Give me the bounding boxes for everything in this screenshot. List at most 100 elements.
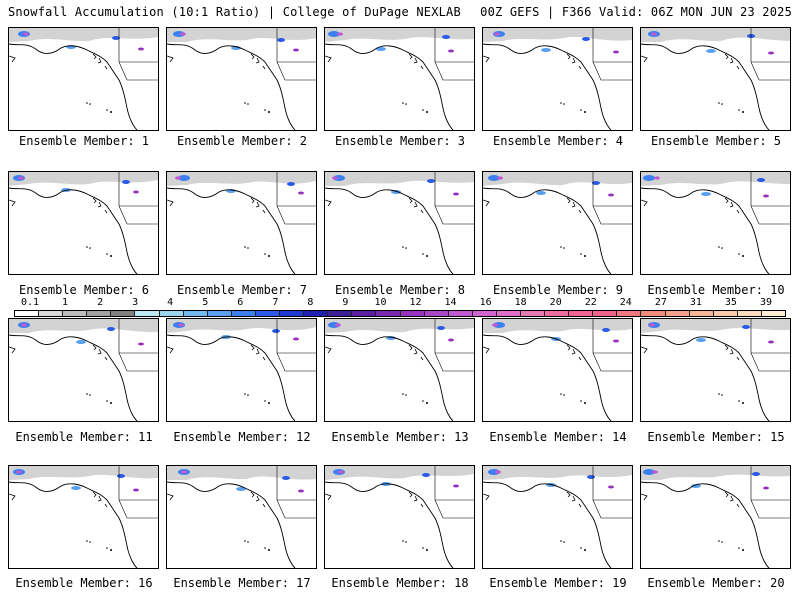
map-svg [641, 319, 790, 421]
island-dot [247, 541, 249, 543]
island-dot [422, 253, 424, 255]
legend-label: 8 [307, 297, 314, 308]
coastline [9, 199, 16, 207]
island-dot [110, 402, 112, 404]
island-dot [422, 109, 424, 111]
snow-shading [167, 172, 316, 186]
ensemble-member-label: Ensemble Member: 1 [18, 134, 150, 148]
snow-heavy-area [652, 470, 658, 474]
snow-shading [641, 319, 790, 333]
border-line [118, 352, 158, 372]
islands [250, 53, 266, 70]
border-line [434, 61, 474, 81]
ensemble-member-label: Ensemble Member: 3 [334, 134, 466, 148]
ensemble-map-panel [324, 27, 475, 131]
island-dot [110, 549, 112, 551]
ensemble-member-label: Ensemble Member: 7 [176, 283, 308, 297]
snow-heavy-area [337, 32, 343, 36]
island-dot [426, 111, 428, 113]
coastline [483, 43, 612, 130]
islands [566, 491, 582, 508]
snow-heavy-area [338, 470, 344, 474]
legend-swatch [424, 311, 449, 316]
legend-swatch [231, 311, 256, 316]
snow-heavy-area [298, 191, 304, 195]
legend-swatch [617, 311, 642, 316]
map-svg [9, 319, 158, 421]
legend-swatch [255, 311, 281, 316]
snow-heavy-area [602, 328, 610, 332]
ensemble-map-panel [8, 171, 159, 275]
border-line [434, 352, 474, 372]
island-dot [426, 255, 428, 257]
snow-heavy-area [391, 190, 401, 194]
legend-swatch [304, 311, 329, 316]
island-dot [584, 255, 586, 257]
coastline [167, 187, 296, 274]
snow-heavy-area [293, 48, 299, 52]
island-dot [718, 540, 720, 542]
snow-shading [641, 466, 790, 480]
coastline [325, 43, 454, 130]
snow-heavy-area [643, 469, 655, 475]
islands [408, 53, 424, 70]
island-dot [580, 547, 582, 549]
ensemble-map-panel [166, 27, 317, 131]
island-dot [268, 111, 270, 113]
ensemble-member-label: Ensemble Member: 13 [331, 430, 469, 444]
island-dot [718, 246, 720, 248]
islands [408, 344, 424, 361]
island-dot [110, 255, 112, 257]
legend-swatch [183, 311, 208, 316]
islands [724, 53, 740, 70]
island-dot [560, 102, 562, 104]
snow-shading [325, 466, 474, 480]
border-line [750, 205, 790, 225]
island-dot [89, 394, 91, 396]
island-dot [264, 400, 266, 402]
coastline [483, 55, 490, 63]
ensemble-map-panel [166, 171, 317, 275]
snow-heavy-area [422, 473, 430, 477]
legend-label: 16 [479, 297, 492, 308]
snow-heavy-area [587, 475, 595, 479]
snow-heavy-area [138, 342, 144, 346]
snow-heavy-area [643, 175, 655, 181]
map-svg [483, 172, 632, 274]
coastline [9, 493, 16, 501]
ensemble-map-panel [8, 465, 159, 569]
legend-swatch [569, 311, 594, 316]
ensemble-member-label: Ensemble Member: 18 [331, 576, 469, 590]
legend-label: 4 [167, 297, 174, 308]
island-dot [244, 540, 246, 542]
border-line [750, 61, 790, 81]
border-line [276, 499, 316, 519]
legend-labels: 0.1 1 2 3 4 5 6 7 8 9 10 12 14 16 18 20 22 24 27 31 35 39 [14, 297, 786, 309]
legend-label: 10 [374, 297, 387, 308]
snow-heavy-area [236, 487, 246, 491]
snow-shading [9, 172, 158, 186]
map-svg [167, 319, 316, 421]
snow-heavy-area [742, 325, 750, 329]
island-dot [86, 102, 88, 104]
snow-shading [325, 319, 474, 333]
island-dot [268, 255, 270, 257]
ensemble-map-panel [324, 465, 475, 569]
islands [724, 491, 740, 508]
island-dot [106, 400, 108, 402]
islands [92, 491, 108, 508]
legend-swatch [665, 311, 690, 316]
legend-swatch [496, 311, 521, 316]
snow-shading [641, 172, 790, 186]
coastline [641, 55, 648, 63]
ensemble-member-label: Ensemble Member: 16 [15, 576, 153, 590]
islands [724, 344, 740, 361]
island-dot [563, 103, 565, 105]
snow-heavy-area [298, 489, 304, 493]
legend-label: 35 [724, 297, 737, 308]
snow-heavy-area [763, 194, 769, 198]
island-dot [86, 393, 88, 395]
snow-heavy-area [696, 338, 706, 342]
snow-heavy-area [768, 51, 774, 55]
ensemble-member-label: Ensemble Member: 10 [647, 283, 785, 297]
